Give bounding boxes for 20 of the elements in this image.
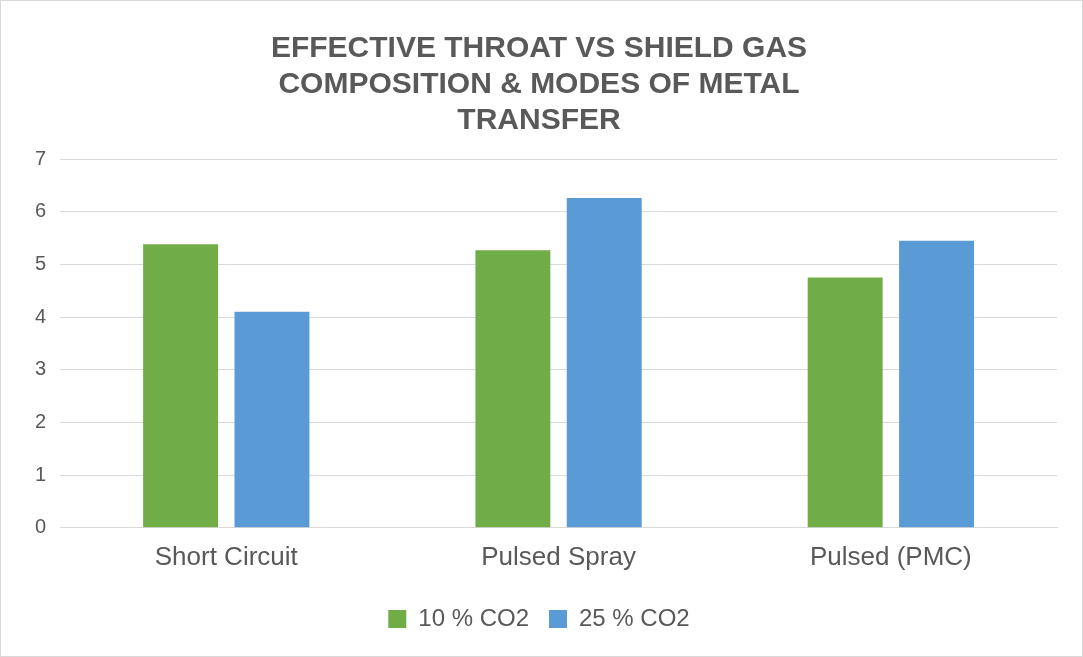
y-tick-label: 3: [35, 357, 47, 380]
bar: [566, 197, 642, 528]
bar: [899, 240, 975, 528]
x-tick-label: Short Circuit: [154, 540, 299, 571]
y-tick-label: 4: [35, 304, 47, 327]
chart-title: EFFECTIVE THROAT VS SHIELD GAS COMPOSITION & MODES OF METAL TRANSFER: [270, 30, 808, 136]
bar: [143, 244, 219, 528]
y-tick-label: 6: [35, 199, 47, 222]
legend-label: 10 % CO2: [418, 603, 529, 631]
x-tick-label: Pulsed (PMC): [809, 540, 972, 571]
bar: [234, 311, 310, 528]
bar: [475, 250, 551, 528]
y-tick-label: 5: [35, 251, 47, 274]
y-tick-label: 0: [35, 515, 47, 538]
bar: [807, 277, 883, 528]
y-tick-label: 1: [35, 462, 47, 485]
y-tick-label: 7: [35, 146, 47, 169]
legend-label: 25 % CO2: [579, 603, 690, 631]
x-tick-label: Pulsed Spray: [481, 540, 636, 571]
y-tick-label: 2: [35, 409, 47, 432]
